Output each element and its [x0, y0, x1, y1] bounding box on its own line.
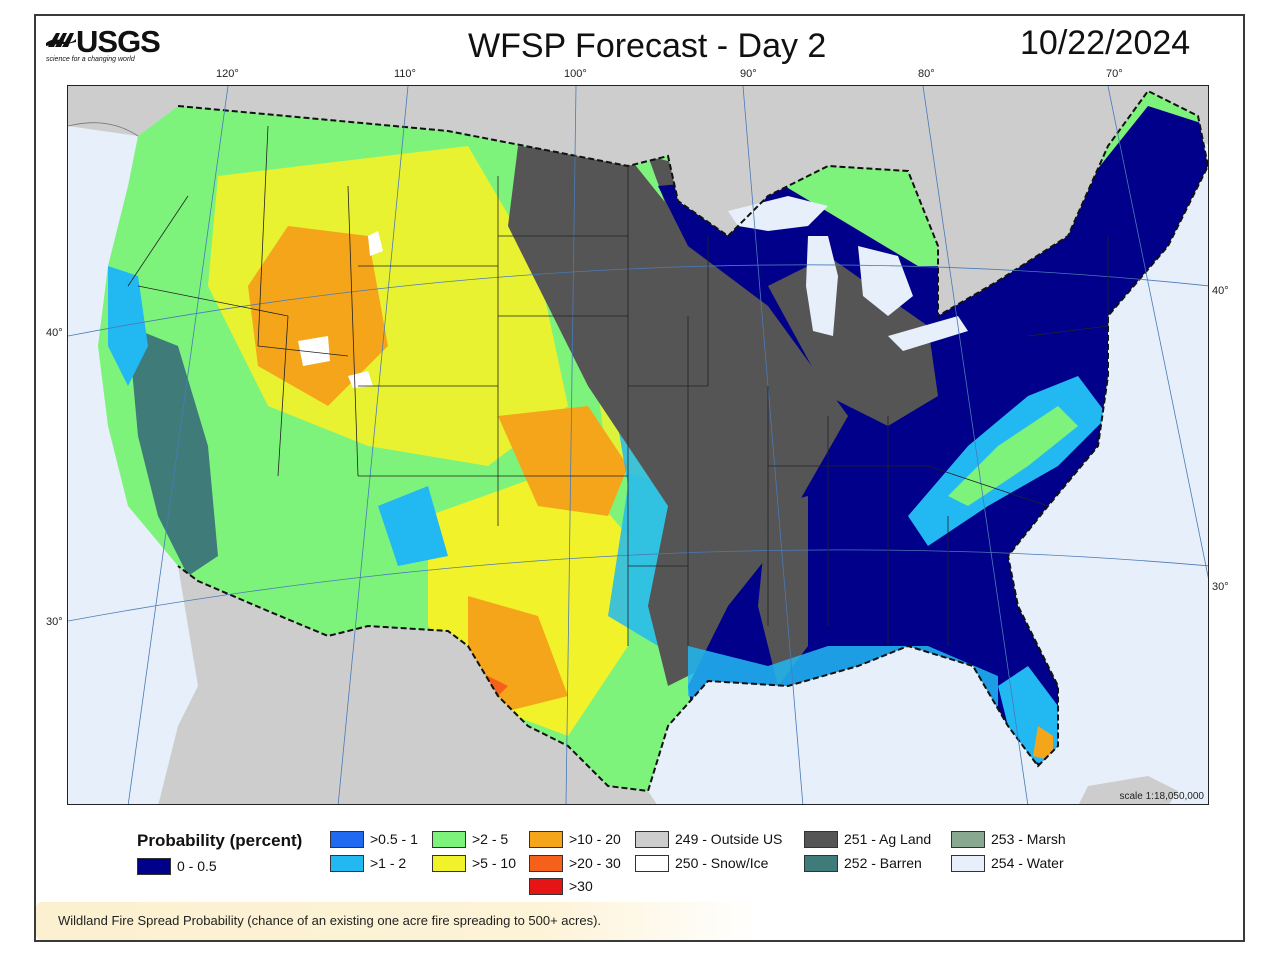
- us-border-outline: [177, 89, 1208, 793]
- legend-swatch: [951, 831, 985, 848]
- legend-swatch: [635, 855, 669, 872]
- legend-title: Probability (percent): [137, 831, 303, 850]
- forecast-map: scale 1:18,050,000: [67, 85, 1209, 805]
- legend-label: 0 - 0.5: [177, 858, 217, 874]
- legend-label: 250 - Snow/Ice: [675, 855, 769, 871]
- legend-swatch: [432, 855, 466, 872]
- legend-label: >30: [569, 878, 593, 894]
- longitude-label-70: 70°: [1106, 68, 1123, 80]
- legend-label: 254 - Water: [991, 855, 1064, 871]
- legend-label: >10 - 20: [569, 831, 621, 847]
- latitude-label-30-left: 30°: [46, 616, 63, 628]
- legend-swatch: [951, 855, 985, 872]
- latitude-label-30-right: 30°: [1212, 581, 1229, 593]
- legend-swatch: [330, 831, 364, 848]
- legend-label: >2 - 5: [472, 831, 509, 847]
- lake-michigan: [806, 236, 838, 336]
- map-canvas: [68, 86, 1208, 804]
- graticule: [68, 86, 1208, 804]
- legend-label: >1 - 2: [370, 855, 407, 871]
- canada-area: [68, 86, 1208, 316]
- legend-swatch: [804, 831, 838, 848]
- longitude-label-100: 100°: [564, 68, 587, 80]
- state-boundaries: [127, 125, 1109, 646]
- legend-swatch: [330, 855, 364, 872]
- longitude-label-110: 110°: [394, 68, 416, 80]
- legend-swatch: [529, 878, 563, 895]
- latitude-label-40-right: 40°: [1212, 285, 1229, 297]
- latitude-label-40-left: 40°: [46, 327, 63, 339]
- longitude-label-80: 80°: [918, 68, 935, 80]
- longitude-label-90: 90°: [740, 68, 757, 80]
- usgs-logo: USGS science for a changing world: [46, 24, 166, 67]
- map-scale: scale 1:18,050,000: [1119, 791, 1204, 802]
- legend-swatch: [529, 855, 563, 872]
- usgs-logo-tagline: science for a changing world: [46, 56, 135, 63]
- caribbean-islands: [1079, 776, 1178, 804]
- legend-label: 252 - Barren: [844, 855, 922, 871]
- map-title: WFSP Forecast - Day 2: [468, 27, 827, 65]
- forecast-date: 10/22/2024: [1020, 24, 1191, 62]
- usgs-logo-text: USGS: [76, 24, 161, 59]
- caption-highlight: [36, 902, 760, 940]
- usgs-wave-icon: [46, 33, 76, 47]
- legend-label: >0.5 - 1: [370, 831, 418, 847]
- legend-label: >20 - 30: [569, 855, 621, 871]
- legend-swatch: [529, 831, 563, 848]
- legend-label: 249 - Outside US: [675, 831, 783, 847]
- lake-huron: [858, 246, 913, 316]
- legend-label: >5 - 10: [472, 855, 516, 871]
- legend-swatch: [635, 831, 669, 848]
- legend-swatch: [432, 831, 466, 848]
- legend-label: 253 - Marsh: [991, 831, 1066, 847]
- legend-swatch: [137, 858, 171, 875]
- legend-swatch: [804, 855, 838, 872]
- legend-label: 251 - Ag Land: [844, 831, 932, 847]
- lake-erie: [888, 316, 968, 351]
- longitude-label-120: 120°: [216, 68, 239, 80]
- map-caption: Wildland Fire Spread Probability (chance…: [58, 913, 602, 928]
- mexico-area: [158, 566, 657, 804]
